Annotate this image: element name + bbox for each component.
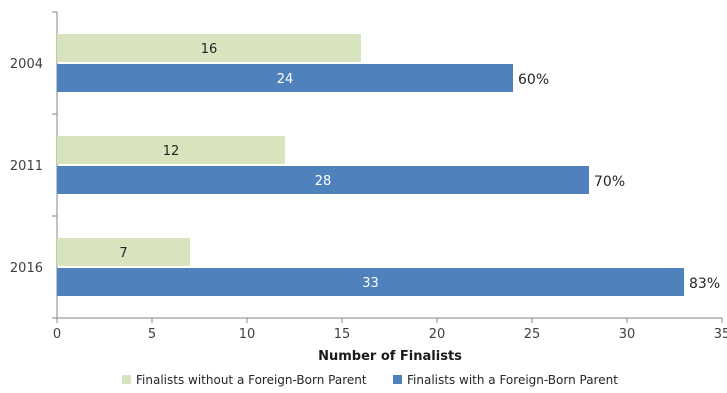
bar	[57, 166, 589, 194]
y-tick-label: 2011	[10, 159, 43, 174]
x-tick-label: 25	[524, 327, 541, 342]
x-tick-label: 20	[429, 327, 446, 342]
legend-swatch	[393, 375, 402, 384]
x-axis-title: Number of Finalists	[318, 349, 462, 364]
chart-labels: 2004 16 24 60% 2011 12 28 70% 2016 7 33 83%	[10, 42, 720, 292]
x-tick-label: 5	[148, 327, 156, 342]
percent-annotation: 60%	[518, 72, 549, 88]
bar-value-label: 33	[362, 276, 379, 291]
bar	[57, 34, 361, 62]
x-tick-label: 0	[53, 327, 61, 342]
bar-value-label: 16	[201, 42, 218, 57]
legend-label: Finalists with a Foreign-Born Parent	[407, 373, 618, 387]
bar-value-label: 24	[277, 72, 294, 87]
bar-value-label: 28	[315, 174, 332, 189]
bar	[57, 64, 513, 92]
bar	[57, 136, 285, 164]
percent-annotation: 83%	[689, 276, 720, 292]
percent-annotation: 70%	[594, 174, 625, 190]
y-tick-label: 2016	[10, 261, 43, 276]
chart-bars	[57, 34, 684, 296]
x-tick-label: 10	[239, 327, 256, 342]
x-tick-label: 35	[714, 327, 727, 342]
legend-label: Finalists without a Foreign-Born Parent	[136, 373, 367, 387]
chart-axes: 0 5 10 15 20 25 30 35	[52, 11, 727, 342]
legend-swatch	[122, 375, 131, 384]
bar	[57, 268, 684, 296]
chart-legend: Finalists without a Foreign-Born Parent F…	[122, 373, 618, 387]
bar	[57, 238, 190, 266]
y-tick-label: 2004	[10, 57, 43, 72]
x-tick-label: 30	[619, 327, 636, 342]
bar-value-label: 7	[119, 246, 127, 261]
x-tick-label: 15	[334, 327, 351, 342]
bar-value-label: 12	[163, 144, 180, 159]
